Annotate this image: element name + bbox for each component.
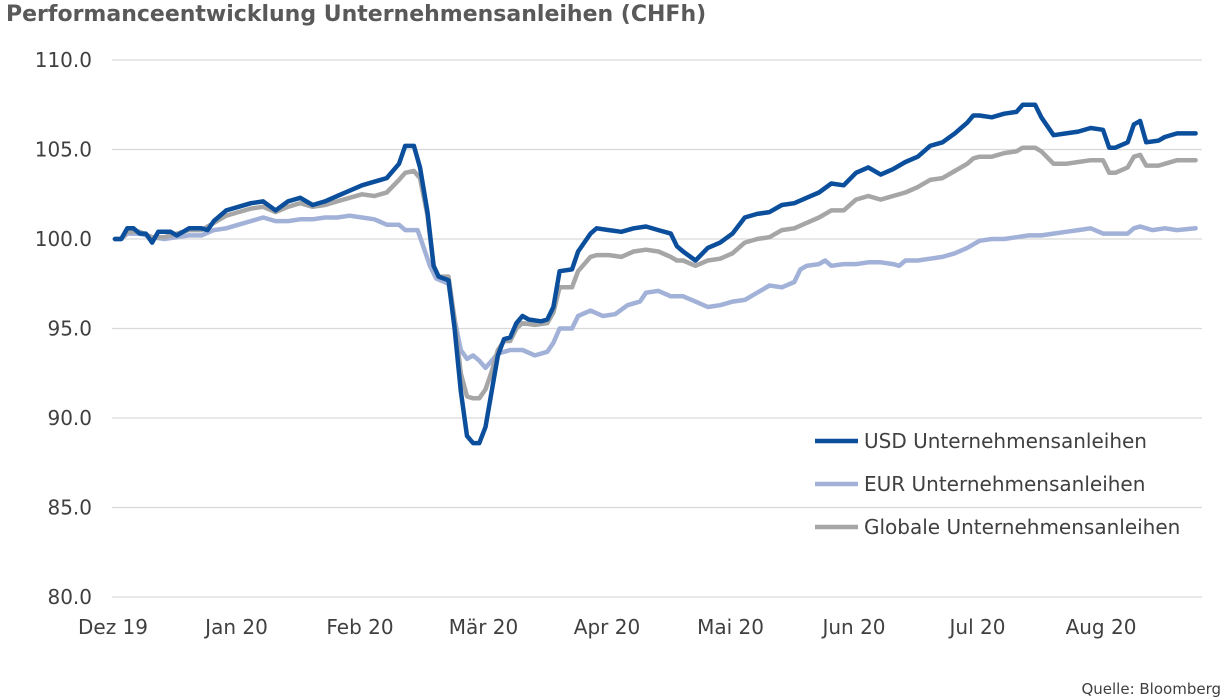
y-tick-label: 95.0: [47, 317, 92, 341]
legend: USD Unternehmensanleihen EUR Unternehmens…: [815, 429, 1180, 539]
x-tick-label: Jan 20: [203, 615, 268, 639]
legend-label: EUR Unternehmensanleihen: [864, 472, 1145, 496]
series-line: [112, 213, 1198, 371]
x-tick-label: Feb 20: [326, 615, 393, 639]
x-tick-label: Aug 20: [1066, 615, 1137, 639]
y-tick-label: 110.0: [35, 48, 92, 72]
x-axis: Dez 19 Jan 20 Feb 20 Mär 20 Apr 20 Mai 20 Jun …: [78, 615, 1136, 639]
y-tick-label: 90.0: [47, 406, 92, 430]
y-tick-label: 80.0: [47, 585, 92, 609]
source-note: Quelle: Bloomberg: [1081, 680, 1221, 698]
x-tick-label: Jun 20: [820, 615, 885, 639]
x-tick-label: Mai 20: [697, 615, 764, 639]
legend-label: USD Unternehmensanleihen: [864, 429, 1147, 453]
x-tick-label: Dez 19: [78, 615, 148, 639]
chart-title: Performanceentwicklung Unternehmensanlei…: [6, 2, 707, 27]
series-line: [112, 102, 1198, 446]
x-tick-label: Apr 20: [574, 615, 640, 639]
y-tick-label: 85.0: [47, 496, 92, 520]
y-tick-label: 100.0: [35, 227, 92, 251]
series-lines: [112, 102, 1198, 446]
x-tick-label: Jul 20: [948, 615, 1006, 639]
y-axis: 110.0 105.0 100.0 95.0 90.0 85.0 80.0: [35, 48, 92, 609]
y-tick-label: 105.0: [35, 138, 92, 162]
x-tick-label: Mär 20: [449, 615, 519, 639]
series-line: [112, 145, 1198, 401]
legend-label: Globale Unternehmensanleihen: [864, 515, 1180, 539]
grid: [112, 59, 1202, 598]
